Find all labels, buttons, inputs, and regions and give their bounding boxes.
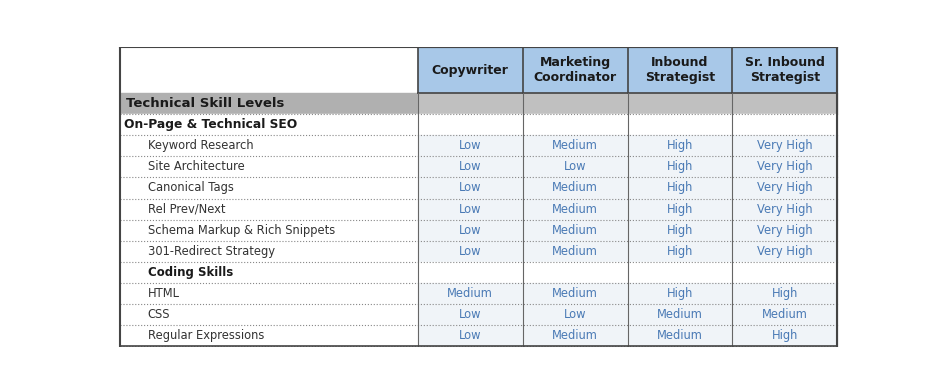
Text: Low: Low <box>459 203 482 216</box>
Text: 301-Redirect Strategy: 301-Redirect Strategy <box>147 245 275 258</box>
Text: Low: Low <box>459 181 482 195</box>
Text: Medium: Medium <box>552 245 598 258</box>
Text: High: High <box>666 160 693 174</box>
Text: On-Page & Technical SEO: On-Page & Technical SEO <box>124 118 297 131</box>
Text: Medium: Medium <box>552 139 598 152</box>
Text: Technical Skill Levels: Technical Skill Levels <box>126 97 284 110</box>
Text: Site Architecture: Site Architecture <box>147 160 244 174</box>
Text: Coding Skills: Coding Skills <box>147 266 233 279</box>
Text: Schema Markup & Rich Snippets: Schema Markup & Rich Snippets <box>147 224 335 237</box>
Text: Low: Low <box>459 139 482 152</box>
Text: Regular Expressions: Regular Expressions <box>147 330 264 342</box>
Text: Very High: Very High <box>757 181 813 195</box>
Text: High: High <box>666 139 693 152</box>
Text: Very High: Very High <box>757 139 813 152</box>
Text: Very High: Very High <box>757 245 813 258</box>
Text: CSS: CSS <box>147 308 170 321</box>
Text: HTML: HTML <box>147 287 180 300</box>
Text: Low: Low <box>459 308 482 321</box>
Text: High: High <box>666 224 693 237</box>
Text: Sr. Inbound
Strategist: Sr. Inbound Strategist <box>745 56 825 84</box>
Text: Low: Low <box>459 245 482 258</box>
Text: Medium: Medium <box>552 330 598 342</box>
Text: Very High: Very High <box>757 224 813 237</box>
Text: Medium: Medium <box>762 308 808 321</box>
Text: Canonical Tags: Canonical Tags <box>147 181 233 195</box>
Text: Rel Prev/Next: Rel Prev/Next <box>147 203 225 216</box>
Text: Low: Low <box>564 160 586 174</box>
Text: High: High <box>772 330 798 342</box>
Text: Very High: Very High <box>757 203 813 216</box>
Text: Medium: Medium <box>552 287 598 300</box>
Text: Low: Low <box>459 330 482 342</box>
Text: Medium: Medium <box>552 203 598 216</box>
Text: Low: Low <box>459 160 482 174</box>
Text: Medium: Medium <box>447 287 493 300</box>
Text: High: High <box>666 287 693 300</box>
Text: High: High <box>772 287 798 300</box>
Text: Very High: Very High <box>757 160 813 174</box>
Text: Medium: Medium <box>552 181 598 195</box>
Text: Copywriter: Copywriter <box>432 64 509 77</box>
Text: Keyword Research: Keyword Research <box>147 139 254 152</box>
Text: High: High <box>666 203 693 216</box>
Text: Low: Low <box>459 224 482 237</box>
Text: Medium: Medium <box>657 308 703 321</box>
Text: High: High <box>666 245 693 258</box>
Text: Low: Low <box>564 308 586 321</box>
Text: Marketing
Coordinator: Marketing Coordinator <box>533 56 617 84</box>
Text: Medium: Medium <box>657 330 703 342</box>
Text: Medium: Medium <box>552 224 598 237</box>
Text: Inbound
Strategist: Inbound Strategist <box>645 56 715 84</box>
Text: High: High <box>666 181 693 195</box>
